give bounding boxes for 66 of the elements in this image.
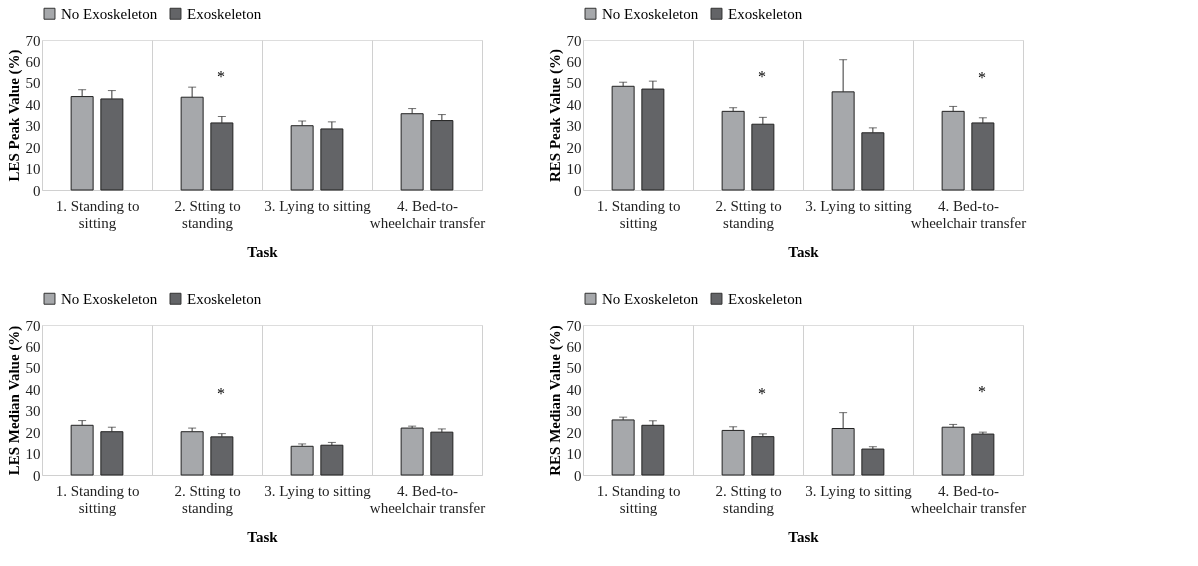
x-tick-label: 3. Lying to sitting [805, 482, 913, 499]
y-tick-label: 0 [33, 467, 41, 484]
y-tick-label: 20 [566, 139, 582, 156]
annotation: * [978, 68, 986, 86]
y-tick-label: 50 [566, 75, 582, 92]
y-tick-label: 50 [566, 360, 582, 377]
y-tick-label: 40 [566, 381, 582, 398]
y-tick-label: 40 [25, 96, 41, 113]
x-tick-label: 2. Stting to standing [715, 482, 782, 516]
y-tick-label: 30 [25, 403, 41, 420]
y-tick-label: 20 [25, 424, 41, 441]
y-tick-label: 60 [566, 338, 582, 355]
y-tick-label: 30 [25, 118, 41, 135]
x-tick-label: 3. Lying to sitting [264, 482, 372, 499]
y-tick-label: 0 [33, 182, 41, 199]
x-axis-title: Task [247, 528, 279, 545]
y-tick-label: 50 [25, 360, 41, 377]
y-tick-label: 30 [566, 118, 582, 135]
y-tick-label: 10 [566, 161, 582, 178]
y-tick-label: 60 [566, 53, 582, 70]
y-tick-label: 0 [574, 182, 582, 199]
x-tick-label: 2. Stting to standing [174, 482, 241, 516]
x-tick-label: 2. Stting to standing [174, 197, 241, 231]
x-tick-label: 1. Standing to sitting [596, 197, 681, 231]
annotation: * [217, 384, 225, 402]
y-tick-label: 0 [574, 467, 582, 484]
y-tick-label: 10 [566, 446, 582, 463]
legend-label: No Exoskeleton [602, 5, 699, 22]
y-tick-label: 20 [566, 424, 582, 441]
x-tick-label: 2. Stting to standing [715, 197, 782, 231]
legend-label: Exoskeleton [728, 5, 803, 22]
annotation: * [758, 68, 766, 86]
y-tick-label: 60 [25, 53, 41, 70]
y-tick-label: 10 [25, 161, 41, 178]
annotation: * [758, 384, 766, 402]
legend-label: Exoskeleton [187, 290, 262, 307]
y-axis-title: RES Peak Value (%) [546, 49, 564, 182]
x-tick-label: 3. Lying to sitting [264, 197, 372, 214]
y-tick-label: 70 [25, 317, 41, 334]
y-tick-label: 30 [566, 403, 582, 420]
x-tick-label: 1. Standing to sitting [55, 482, 140, 516]
y-tick-label: 40 [25, 381, 41, 398]
legend-label: No Exoskeleton [61, 290, 158, 307]
y-tick-label: 70 [566, 32, 582, 49]
x-tick-label: 1. Standing to sitting [596, 482, 681, 516]
y-tick-label: 70 [566, 317, 582, 334]
annotation: * [217, 67, 225, 85]
y-tick-label: 50 [25, 75, 41, 92]
x-tick-label: 3. Lying to sitting [805, 197, 913, 214]
legend-label: Exoskeleton [187, 5, 262, 22]
legend-label: Exoskeleton [728, 290, 803, 307]
y-tick-label: 60 [25, 338, 41, 355]
y-tick-label: 10 [25, 446, 41, 463]
y-axis-title: LES Peak Value (%) [5, 49, 23, 182]
x-axis-title: Task [247, 243, 279, 260]
x-tick-label: 1. Standing to sitting [55, 197, 140, 231]
y-axis-title: RES Median Value (%) [546, 325, 564, 476]
x-axis-title: Task [788, 528, 820, 545]
y-tick-label: 70 [25, 32, 41, 49]
y-tick-label: 40 [566, 96, 582, 113]
y-axis-title: LES Median Value (%) [5, 325, 23, 476]
legend-label: No Exoskeleton [61, 5, 158, 22]
annotation: * [978, 383, 986, 401]
x-axis-title: Task [788, 243, 820, 260]
y-tick-label: 20 [25, 139, 41, 156]
legend-label: No Exoskeleton [602, 290, 699, 307]
